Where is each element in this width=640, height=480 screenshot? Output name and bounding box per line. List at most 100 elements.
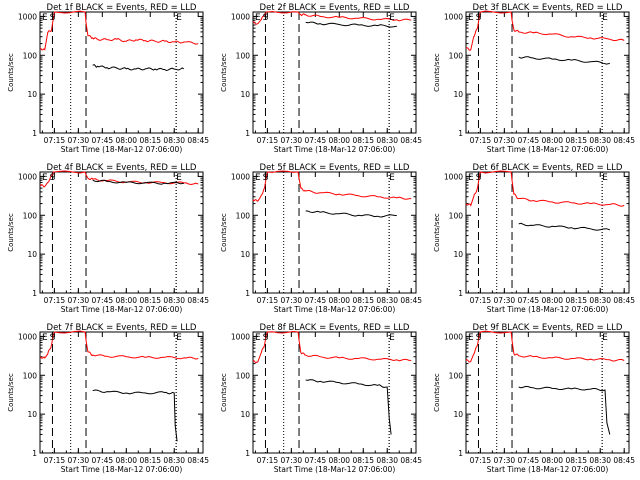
x-tick-label: 08:00 [328, 136, 350, 145]
plot-frame [252, 11, 417, 134]
chart-title: Det 7f BLACK = Events, RED = LLD [47, 323, 197, 333]
x-tick-label: 08:15 [565, 136, 587, 145]
y-tick-label: 1 [245, 289, 250, 298]
x-tick-label: 07:30 [494, 136, 516, 145]
event-marker-label: S [263, 333, 269, 343]
x-tick-label: 08:45 [613, 456, 635, 465]
chart-title: Det 6f BLACK = Events, RED = LLD [473, 163, 623, 173]
event-marker-label: E [42, 173, 48, 183]
y-tick-label: 1 [458, 129, 463, 138]
y-tick-label: 1 [245, 129, 250, 138]
chart-panel-1: Det 1f BLACK = Events, RED = LLD 1 10 100 10… [7, 3, 209, 154]
x-tick-label: 08:00 [541, 136, 563, 145]
series-events-line [305, 379, 392, 435]
x-tick-label: 08:30 [163, 456, 185, 465]
x-tick-label: 08:30 [376, 456, 398, 465]
x-tick-label: 07:15 [470, 456, 492, 465]
series-events-line [92, 389, 178, 442]
x-tick-label: 07:30 [281, 456, 303, 465]
event-marker-label: E [255, 13, 261, 23]
x-tick-label: 08:45 [400, 136, 422, 145]
x-tick-label: 07:45 [92, 296, 114, 305]
event-marker-label: E [602, 13, 608, 23]
event-marker-label: E [602, 333, 608, 343]
event-marker-label: E [602, 173, 608, 183]
x-tick-label: 08:30 [589, 456, 611, 465]
x-tick-label: 08:45 [187, 136, 209, 145]
y-tick-label: 1000 [231, 12, 250, 21]
plot-frame [252, 171, 417, 294]
x-tick-label: 08:15 [565, 296, 587, 305]
x-tick-label: 08:45 [613, 136, 635, 145]
series-lld-line [252, 170, 412, 202]
event-marker-label: S [50, 13, 56, 23]
y-tick-label: 1 [458, 289, 463, 298]
x-axis-label: Start Time (18-Mar-12 07:06:00) [61, 145, 183, 154]
x-tick-label: 07:15 [44, 136, 66, 145]
x-tick-label: 08:30 [163, 136, 185, 145]
y-tick-label: 1000 [18, 332, 37, 341]
series-lld-line [252, 10, 412, 25]
chart-title: Det 2f BLACK = Events, RED = LLD [260, 3, 410, 13]
series-events-line [92, 179, 184, 185]
series-events-line [518, 385, 611, 435]
y-tick-label: 10 [27, 410, 37, 419]
y-tick-label: 10 [453, 250, 463, 259]
x-tick-label: 08:00 [115, 296, 137, 305]
x-tick-label: 08:00 [115, 136, 137, 145]
x-tick-label: 07:45 [92, 456, 114, 465]
x-tick-label: 07:45 [305, 296, 327, 305]
x-axis-label: Start Time (18-Mar-12 07:06:00) [61, 305, 183, 314]
x-axis-label: Start Time (18-Mar-12 07:06:00) [274, 465, 396, 474]
chart-panel-7: Det 7f BLACK = Events, RED = LLD 1 10 100 10… [7, 323, 209, 474]
x-axis-label: Start Time (18-Mar-12 07:06:00) [487, 465, 609, 474]
plot-frame [465, 331, 630, 454]
x-tick-label: 08:30 [589, 296, 611, 305]
event-marker-label: E [176, 333, 182, 343]
x-axis-label: Start Time (18-Mar-12 07:06:00) [61, 465, 183, 474]
x-tick-label: 08:00 [328, 296, 350, 305]
x-tick-label: 08:45 [187, 456, 209, 465]
x-tick-label: 07:45 [518, 456, 540, 465]
event-marker-label: E [389, 333, 395, 343]
chart-panel-2: Det 2f BLACK = Events, RED = LLD 1 10 100 10… [220, 3, 422, 154]
event-marker-label: S [263, 13, 269, 23]
x-tick-label: 07:45 [518, 136, 540, 145]
event-marker-label: E [468, 13, 474, 23]
y-axis-label: Counts/sec [433, 53, 441, 92]
y-tick-label: 100 [23, 211, 38, 220]
y-tick-label: 1 [245, 449, 250, 458]
x-tick-label: 08:15 [352, 456, 374, 465]
chart-panel-8: Det 8f BLACK = Events, RED = LLD 1 10 100 10… [220, 323, 422, 474]
y-tick-label: 1000 [444, 332, 463, 341]
event-marker-label: E [42, 333, 48, 343]
y-tick-label: 100 [236, 371, 251, 380]
event-marker-label: E [255, 173, 261, 183]
x-tick-label: 08:15 [139, 136, 161, 145]
x-tick-label: 07:15 [470, 296, 492, 305]
y-tick-label: 1000 [18, 172, 37, 181]
x-tick-label: 07:30 [68, 136, 90, 145]
chart-title: Det 3f BLACK = Events, RED = LLD [473, 3, 623, 13]
y-tick-label: 1000 [444, 172, 463, 181]
event-marker-label: E [468, 333, 474, 343]
y-tick-label: 100 [449, 371, 464, 380]
chart-title: Det 8f BLACK = Events, RED = LLD [260, 323, 410, 333]
event-marker-label: E [468, 173, 474, 183]
event-marker-label: S [263, 173, 269, 183]
y-tick-label: 100 [449, 51, 464, 60]
y-tick-label: 1 [32, 289, 37, 298]
y-tick-label: 10 [453, 90, 463, 99]
x-tick-label: 07:45 [92, 136, 114, 145]
event-marker-label: S [50, 173, 56, 183]
y-axis-label: Counts/sec [7, 213, 15, 252]
y-tick-label: 10 [240, 90, 250, 99]
series-lld-line [465, 170, 625, 207]
event-marker-label: E [389, 173, 395, 183]
y-tick-label: 1000 [231, 332, 250, 341]
y-tick-label: 10 [240, 410, 250, 419]
y-tick-label: 100 [236, 51, 251, 60]
y-axis-label: Counts/sec [220, 373, 228, 412]
chart-panel-9: Det 9f BLACK = Events, RED = LLD 1 10 100 10… [433, 323, 635, 474]
chart-panel-3: Det 3f BLACK = Events, RED = LLD 1 10 100 10… [433, 3, 635, 154]
